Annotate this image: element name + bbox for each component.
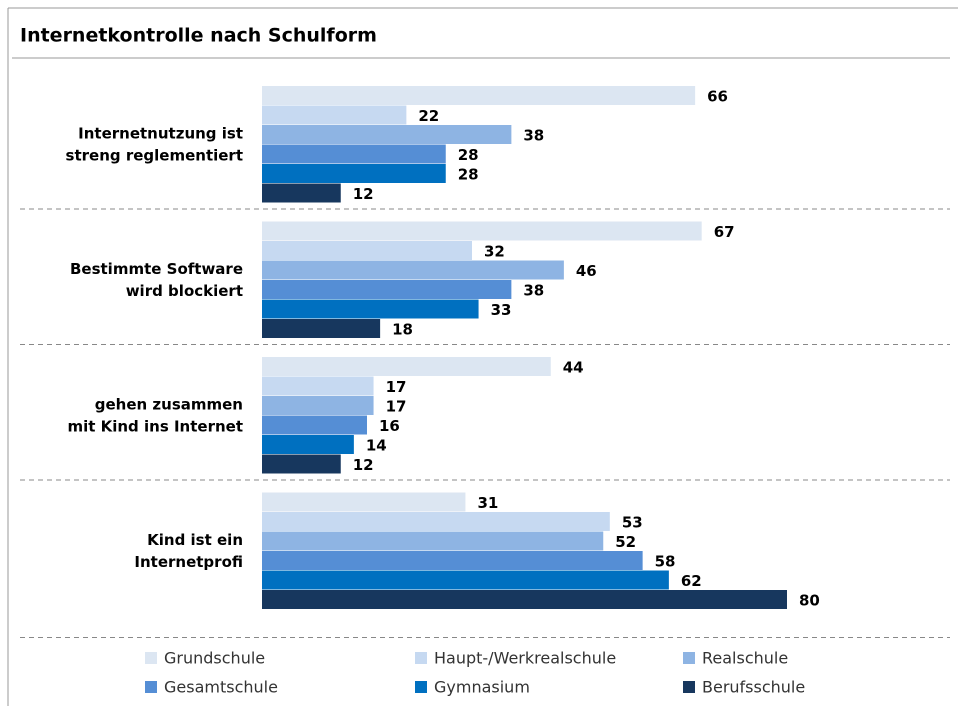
value-label: 18: [392, 320, 413, 338]
legend-swatch: [415, 681, 427, 693]
bar: [262, 86, 696, 105]
value-label: 62: [681, 572, 702, 590]
bar: [262, 241, 472, 260]
legend-label: Haupt-/Werkrealschule: [434, 649, 616, 668]
bar: [262, 551, 643, 570]
legend-swatch: [145, 681, 157, 693]
legend-label: Gesamtschule: [164, 678, 278, 697]
bar: [262, 183, 341, 203]
value-label: 67: [714, 223, 735, 241]
value-label: 33: [491, 301, 512, 319]
bar: [262, 435, 354, 454]
category-label: Internetnutzung ist streng reglementiert: [66, 124, 243, 164]
bar: [262, 415, 367, 435]
value-label: 28: [458, 165, 479, 183]
legend-label: Grundschule: [164, 649, 265, 668]
bar: [262, 492, 466, 512]
value-label: 46: [576, 262, 597, 280]
bar: [262, 512, 610, 531]
value-label: 17: [386, 378, 407, 396]
value-label: 53: [622, 513, 643, 531]
bar: [262, 376, 374, 396]
category-label: gehen zusammen mit Kind ins Internet: [67, 395, 243, 435]
legend-swatch: [683, 681, 695, 693]
value-label: 22: [418, 107, 439, 125]
bar: [262, 125, 512, 144]
legend-label: Gymnasium: [434, 678, 530, 697]
bar: [262, 221, 702, 241]
bar: [262, 396, 374, 415]
chart-title: Internetkontrolle nach Schulform: [20, 25, 377, 47]
bar: [262, 280, 512, 299]
value-label: 38: [523, 281, 544, 299]
value-label: 12: [353, 185, 374, 203]
value-label: 28: [458, 146, 479, 164]
value-label: 12: [353, 456, 374, 474]
value-label: 17: [386, 397, 407, 415]
value-label: 14: [366, 436, 387, 454]
bar: [262, 164, 446, 183]
value-label: 58: [655, 552, 676, 570]
legend-swatch: [683, 652, 695, 664]
bar: [262, 570, 669, 590]
bar: [262, 299, 479, 319]
bar: [262, 454, 341, 474]
bar: [262, 319, 381, 338]
legend-label: Berufsschule: [702, 678, 805, 697]
value-label: 32: [484, 242, 505, 260]
value-label: 44: [563, 358, 584, 376]
bar: [262, 144, 446, 164]
legend-swatch: [415, 652, 427, 664]
bar: [262, 105, 407, 125]
bar: [262, 531, 604, 551]
legend-label: Realschule: [702, 649, 788, 668]
value-label: 16: [379, 417, 400, 435]
value-label: 66: [707, 87, 728, 105]
value-label: 31: [477, 494, 498, 512]
bar: [262, 357, 551, 376]
bar: [262, 590, 787, 609]
legend-swatch: [145, 652, 157, 664]
value-label: 80: [799, 591, 820, 609]
category-label: Kind ist ein Internetprofi: [134, 531, 243, 571]
category-label: Bestimmte Software wird blockiert: [70, 260, 243, 300]
bar: [262, 260, 564, 280]
value-label: 38: [523, 126, 544, 144]
value-label: 52: [615, 533, 636, 551]
